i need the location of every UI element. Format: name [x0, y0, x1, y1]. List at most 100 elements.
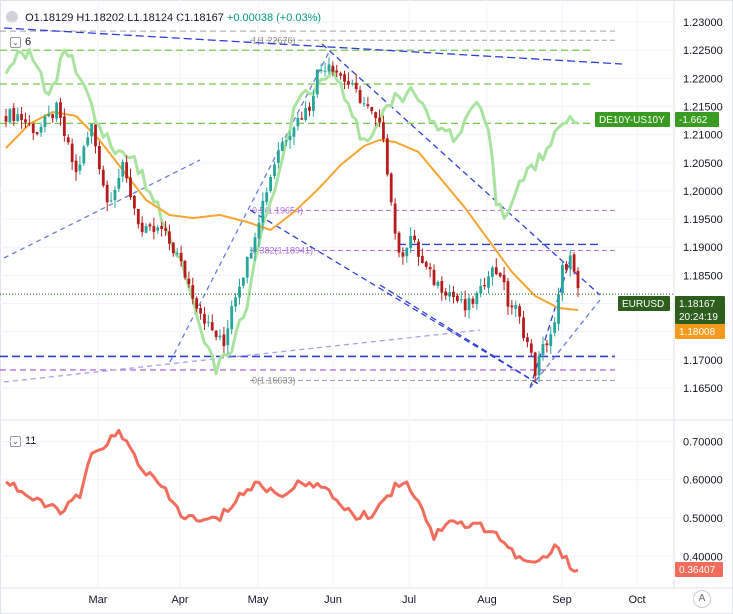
y-tick-label: 1.20000 — [683, 186, 723, 198]
candle-body — [564, 263, 568, 270]
trend-line — [529, 299, 601, 389]
candle-body — [397, 232, 401, 253]
y-tick-label: 1.22500 — [683, 45, 723, 57]
candle-body — [533, 352, 537, 376]
candle-body — [152, 226, 156, 232]
candle-body — [537, 355, 541, 376]
candle-body — [273, 164, 276, 177]
candle-body — [385, 138, 389, 175]
candle-body — [136, 208, 140, 225]
candle-body — [230, 306, 234, 330]
trend-line — [3, 27, 623, 65]
candle-body — [148, 224, 152, 227]
y-tick-label: 1.16500 — [683, 383, 723, 395]
fib-level-label: 0.5(1.19654) — [252, 205, 303, 215]
candle-body — [514, 304, 518, 309]
pane1-indicator-badge[interactable]: ⌄ 6 — [10, 36, 31, 48]
candle-body — [335, 70, 339, 73]
trend-line — [169, 49, 331, 363]
candle-body — [82, 146, 86, 164]
trend-line — [379, 284, 541, 386]
candle-body — [16, 114, 20, 122]
candle-body — [206, 321, 210, 323]
candle-body — [133, 195, 136, 209]
y-tick-label: 0.40000 — [683, 551, 723, 563]
candle-body — [245, 257, 249, 278]
candle-body — [121, 161, 125, 177]
y-tick-label: 1.21000 — [683, 130, 723, 142]
candle-body — [347, 81, 350, 85]
candle-body — [343, 74, 346, 82]
x-tick-label: Mar — [89, 594, 108, 606]
candle-body — [183, 261, 187, 278]
x-tick-label: May — [248, 594, 269, 606]
candle-body — [140, 222, 144, 233]
candle-body — [214, 330, 218, 338]
candle-body — [370, 106, 374, 112]
candle-body — [97, 145, 101, 170]
y-tick-label: 1.21500 — [683, 102, 723, 114]
candle-body — [160, 226, 164, 230]
candle-body — [568, 255, 572, 269]
y-tick-label: 1.17000 — [683, 355, 723, 367]
candle-body — [409, 235, 413, 249]
candle-body — [354, 82, 358, 90]
trend-line — [249, 209, 541, 386]
candle-body — [541, 344, 545, 355]
candle-body — [405, 247, 409, 257]
candle-body — [171, 242, 175, 254]
candle-body — [362, 103, 366, 105]
candle-body — [249, 253, 253, 259]
candle-body — [113, 189, 117, 200]
candle-body — [487, 276, 490, 288]
candle-body — [413, 235, 416, 241]
ma-value-tag — [675, 324, 725, 339]
gear-icon[interactable]: A — [693, 590, 711, 608]
candle-body — [175, 253, 179, 255]
candle-body — [545, 343, 549, 346]
oscillator-value-tag — [675, 562, 723, 578]
candle-body — [222, 334, 226, 347]
y-tick-label: 0.50000 — [683, 513, 723, 525]
candle-body — [269, 176, 272, 191]
candle-body — [327, 64, 331, 72]
candle-body — [475, 292, 479, 305]
y-tick-label: 1.22000 — [683, 73, 723, 85]
candle-body — [241, 277, 245, 286]
candle-body — [74, 160, 78, 173]
candle-body — [502, 274, 506, 283]
fib-level-label: 0(1.16633) — [252, 375, 296, 385]
candle-body — [55, 102, 58, 119]
candle-body — [401, 252, 405, 257]
candle-body — [257, 222, 261, 239]
candle-body — [129, 177, 132, 198]
candle-body — [448, 292, 451, 297]
candle-body — [315, 69, 319, 95]
candle-body — [424, 261, 428, 267]
candle-body — [576, 270, 580, 289]
candle-body — [350, 82, 354, 84]
candle-body — [280, 142, 284, 151]
candle-body — [105, 184, 109, 203]
candle-body — [382, 122, 385, 140]
candle-body — [518, 306, 522, 317]
candle-body — [308, 106, 311, 111]
candle-body — [156, 227, 160, 231]
candle-body — [94, 124, 97, 147]
trend-line — [3, 159, 201, 259]
symbol-eye-icon[interactable] — [6, 11, 18, 23]
candle-body — [312, 95, 315, 111]
candle-body — [109, 200, 113, 202]
candle-body — [276, 150, 280, 163]
candle-body — [479, 285, 483, 294]
overlay-value-tag — [675, 112, 719, 127]
candle-body — [378, 117, 381, 123]
candle-body — [62, 116, 66, 136]
candle-body — [510, 305, 514, 308]
candle-body — [549, 334, 553, 347]
collapse-chevron-icon[interactable]: ⌄ — [10, 36, 21, 48]
candle-body — [125, 162, 129, 179]
candle-body — [284, 140, 288, 142]
candle-body — [300, 118, 304, 120]
